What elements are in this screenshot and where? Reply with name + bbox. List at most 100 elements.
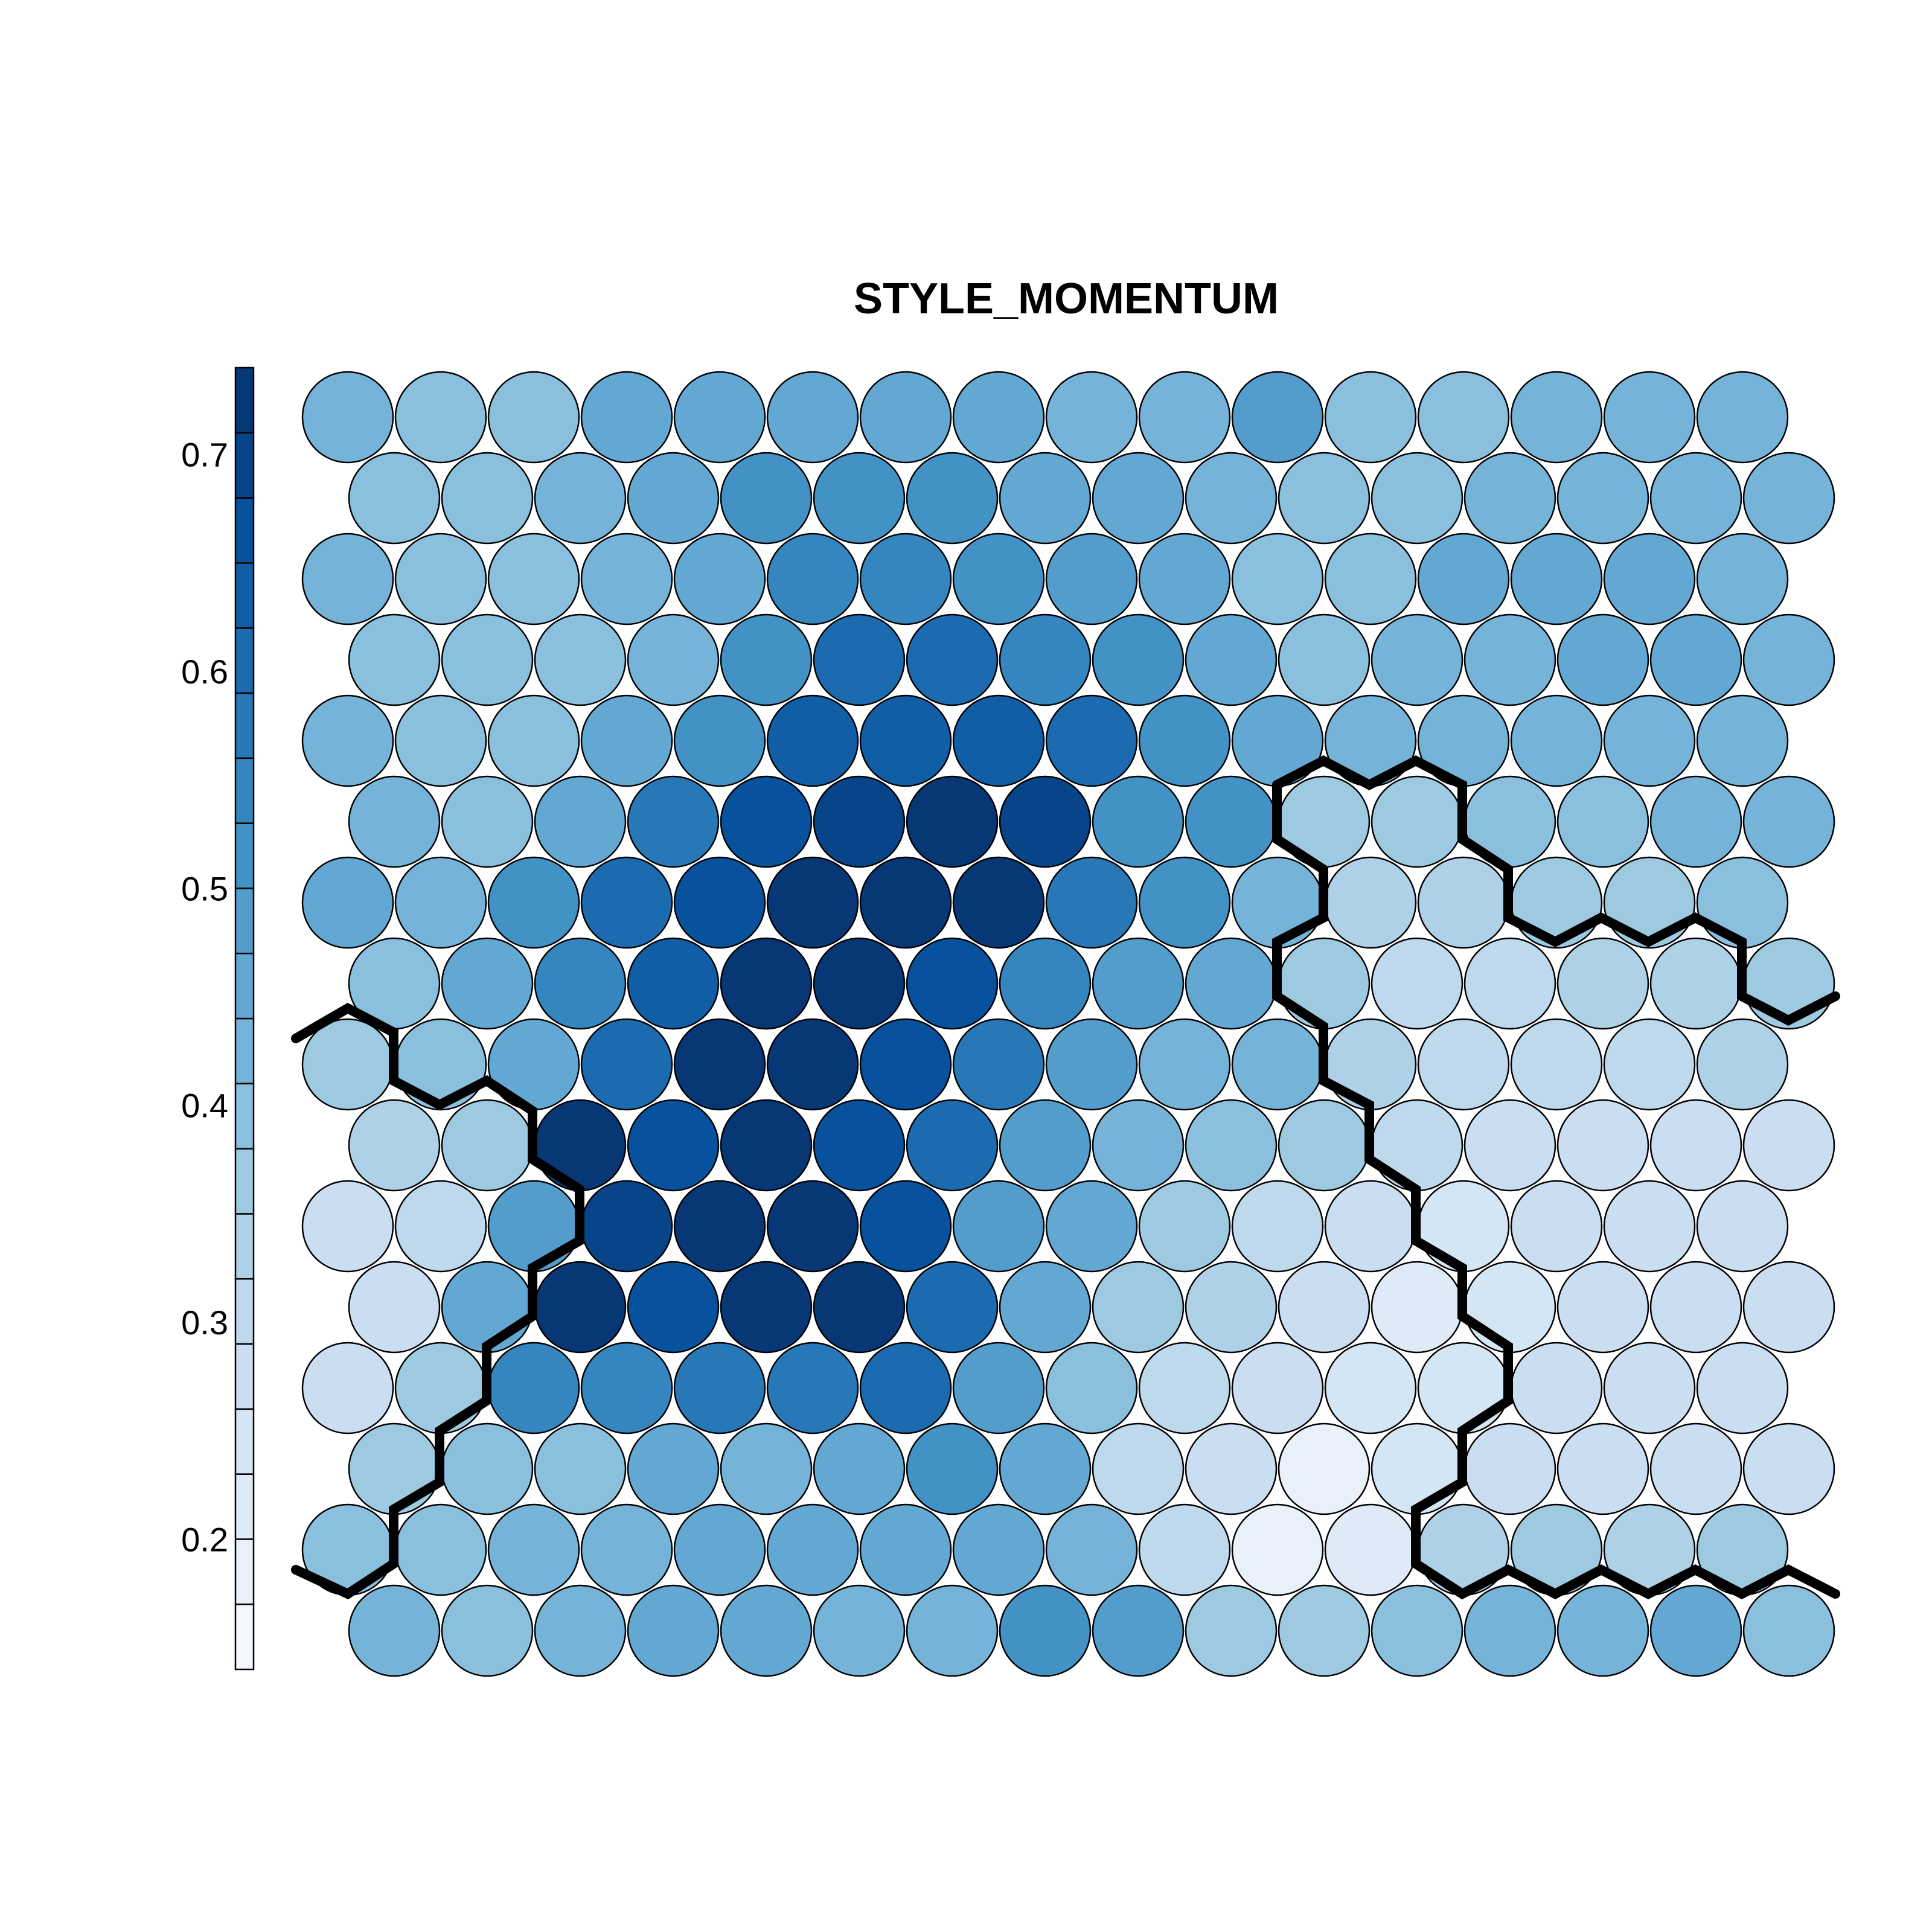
som-node	[1649, 613, 1742, 706]
som-node	[1510, 694, 1603, 787]
legend-swatch	[234, 1083, 255, 1150]
som-node	[487, 856, 580, 949]
som-node	[1371, 775, 1463, 868]
som-node	[813, 1099, 906, 1192]
som-node	[580, 1180, 673, 1273]
som-node	[534, 775, 627, 868]
som-nodes	[301, 371, 1835, 1677]
legend-swatch	[234, 1538, 255, 1605]
som-node	[673, 694, 766, 787]
som-node	[720, 775, 813, 868]
som-node	[1371, 937, 1463, 1030]
som-node	[1696, 533, 1789, 625]
som-node	[1417, 1018, 1510, 1111]
som-node	[1278, 452, 1371, 545]
som-node	[1324, 371, 1417, 464]
som-node	[394, 694, 487, 787]
som-node	[580, 533, 673, 625]
legend-swatch	[234, 432, 255, 499]
som-node	[673, 1180, 766, 1273]
legend-swatch	[234, 1408, 255, 1475]
som-node	[1324, 1342, 1417, 1435]
som-node	[1696, 1018, 1789, 1111]
legend-swatch	[234, 888, 255, 955]
som-node	[1603, 856, 1696, 949]
som-node	[1138, 371, 1231, 464]
som-node	[1185, 937, 1278, 1030]
som-node	[580, 371, 673, 464]
som-node	[1649, 1584, 1742, 1677]
legend-swatch	[234, 1473, 255, 1540]
som-node	[487, 694, 580, 787]
som-node	[952, 533, 1045, 625]
som-node	[720, 452, 813, 545]
som-node	[1278, 1099, 1371, 1192]
som-node	[627, 1261, 720, 1354]
som-node	[1742, 1261, 1835, 1354]
som-node	[1510, 1018, 1603, 1111]
legend-swatch	[234, 497, 255, 564]
legend-tick-label: 0.2	[181, 1520, 228, 1558]
som-node	[1045, 371, 1138, 464]
legend-swatch	[234, 1343, 255, 1410]
som-node	[1556, 1422, 1649, 1515]
som-node	[952, 1180, 1045, 1273]
som-node	[673, 1018, 766, 1111]
som-node	[441, 937, 534, 1030]
legend-ticks: 0.2 0.3 0.4 0.5 0.6 0.7	[181, 436, 228, 1559]
som-node	[859, 1342, 952, 1435]
som-node	[1510, 856, 1603, 949]
som-node	[766, 533, 859, 625]
som-node	[952, 1342, 1045, 1435]
legend-tick-label: 0.3	[181, 1303, 228, 1342]
som-node	[441, 452, 534, 545]
som-node	[720, 613, 813, 706]
som-node	[720, 1422, 813, 1515]
som-node	[906, 775, 999, 868]
chart-title: STYLE_MOMENTUM	[854, 275, 1279, 323]
som-node	[580, 1018, 673, 1111]
som-node	[1185, 775, 1278, 868]
som-node	[766, 1342, 859, 1435]
som-node	[813, 452, 906, 545]
som-node	[1603, 1018, 1696, 1111]
som-node	[487, 1503, 580, 1596]
som-node	[673, 1342, 766, 1435]
legend-swatch	[234, 1148, 255, 1215]
som-node	[766, 694, 859, 787]
som-node	[1231, 1503, 1324, 1596]
som-node	[580, 1503, 673, 1596]
som-node	[1138, 1018, 1231, 1111]
legend-swatch	[234, 562, 255, 629]
som-node	[394, 1503, 487, 1596]
som-node	[1324, 1503, 1417, 1596]
som-node	[348, 1261, 441, 1354]
som-node	[1092, 1584, 1185, 1677]
som-node	[580, 1342, 673, 1435]
som-node	[1510, 1180, 1603, 1273]
color-legend	[234, 366, 255, 1671]
som-node	[1092, 452, 1185, 545]
som-node	[1278, 937, 1371, 1030]
som-node	[1138, 533, 1231, 625]
som-node	[1138, 856, 1231, 949]
som-node	[859, 1018, 952, 1111]
som-node	[1417, 1342, 1510, 1435]
som-node	[1696, 1342, 1789, 1435]
som-node	[1463, 937, 1556, 1030]
som-node	[1045, 1018, 1138, 1111]
legend-swatch	[234, 366, 255, 434]
som-node	[859, 1503, 952, 1596]
legend-tick-label: 0.4	[181, 1087, 228, 1125]
som-node	[1045, 1180, 1138, 1273]
som-node	[1092, 937, 1185, 1030]
som-node	[348, 1099, 441, 1192]
som-node	[813, 1261, 906, 1354]
som-node	[1603, 533, 1696, 625]
legend-swatch	[234, 757, 255, 824]
som-node	[1278, 1422, 1371, 1515]
som-node	[999, 775, 1092, 868]
som-node	[1324, 1018, 1417, 1111]
legend-swatch	[234, 952, 255, 1020]
